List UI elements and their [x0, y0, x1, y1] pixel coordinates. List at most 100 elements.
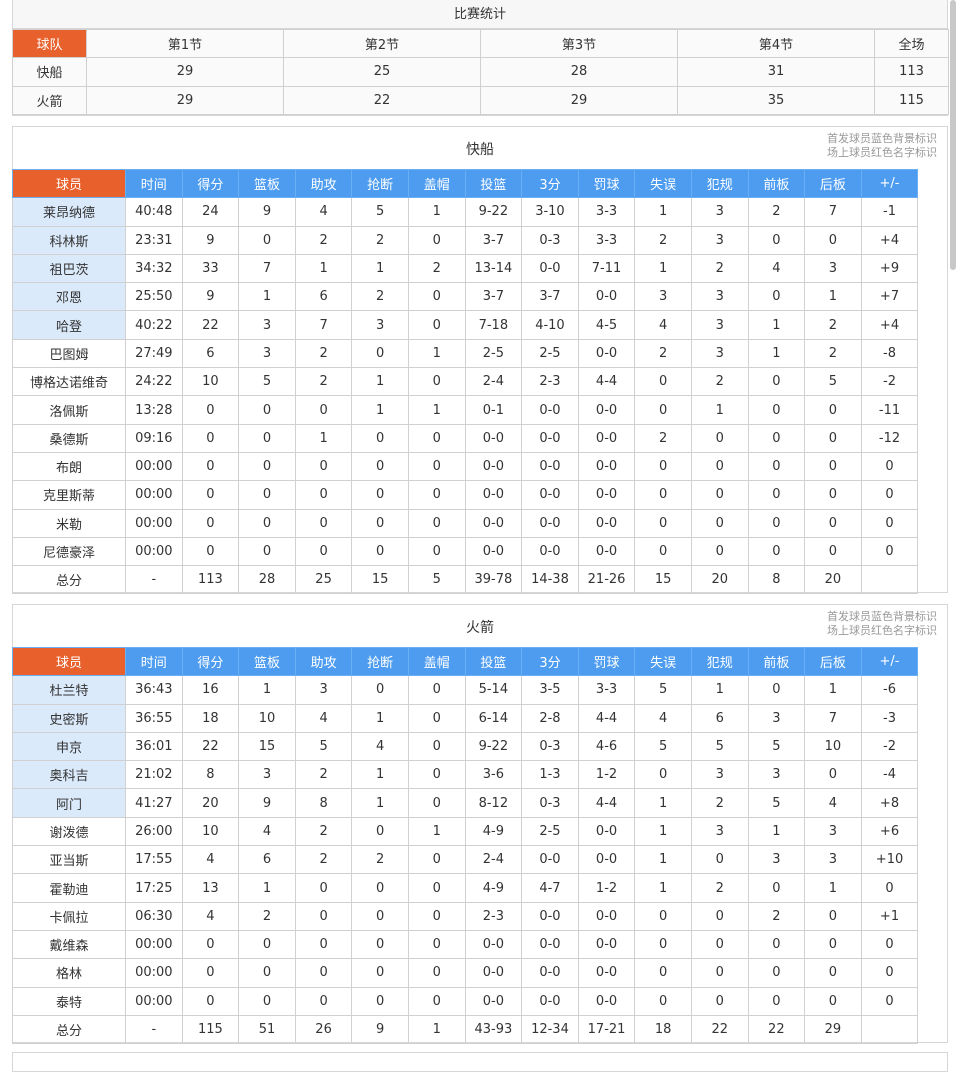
- stat-value: 1: [634, 197, 692, 227]
- column-header: 第4节: [677, 28, 875, 59]
- stat-value: 0: [747, 958, 806, 988]
- stat-value: 3: [238, 760, 296, 790]
- stat-value: 0: [351, 451, 409, 482]
- column-header: 抢断: [351, 168, 409, 199]
- stat-value: 0: [238, 536, 296, 567]
- player-row[interactable]: 格林 00:00 0 0 0 0 0 0-0 0-0 0-0 0 0 0 0 0: [12, 958, 919, 988]
- stat-value: 9: [238, 197, 296, 227]
- player-row[interactable]: 桑德斯 09:16 0 0 1 0 0 0-0 0-0 0-0 2 0 0 0 -12: [12, 423, 919, 453]
- scrollbar-thumb[interactable]: [950, 0, 956, 270]
- stat-value: 0: [634, 480, 692, 510]
- column-header: 3分: [521, 646, 579, 677]
- total-value: 9: [351, 1014, 409, 1045]
- total-value: 25: [294, 565, 353, 595]
- player-row[interactable]: 奥科吉 21:02 8 3 2 1 0 3-6 1-3 1-2 0 3 3 0 -4: [12, 760, 919, 790]
- stat-value: 13-14: [464, 253, 523, 284]
- total-value: [860, 1014, 919, 1045]
- stat-value: 0: [407, 845, 466, 875]
- stat-value: 0: [747, 282, 806, 312]
- player-row[interactable]: 泰特 00:00 0 0 0 0 0 0-0 0-0 0-0 0 0 0 0 0: [12, 986, 919, 1016]
- stat-value: 24: [181, 197, 240, 227]
- stat-value: -12: [860, 423, 919, 453]
- player-row[interactable]: 史密斯 36:55 18 10 4 1 0 6-14 2-8 4-4 4 6 3 7 -3: [12, 703, 919, 733]
- stat-value: 0-0: [464, 480, 523, 510]
- stat-value: 00:00: [125, 929, 183, 960]
- stat-value: 40:22: [125, 310, 183, 340]
- player-row[interactable]: 莱昂纳德 40:48 24 9 4 5 1 9-22 3-10 3-3 1 3 2 7 -1: [12, 197, 919, 227]
- stat-value: 0: [634, 508, 692, 538]
- stat-value: 1: [634, 816, 692, 847]
- stat-value: 0-0: [577, 901, 636, 931]
- stat-value: 4: [804, 788, 862, 818]
- player-row[interactable]: 邓恩 25:50 9 1 6 2 0 3-7 3-7 0-0 3 3 0 1 +7: [12, 282, 919, 312]
- stat-value: 0-0: [464, 986, 523, 1016]
- player-row[interactable]: 谢泼德 26:00 10 4 2 0 1 4-9 2-5 0-0 1 3 1 3 +6: [12, 816, 919, 847]
- player-row[interactable]: 洛佩斯 13:28 0 0 0 1 1 0-1 0-0 0-0 0 1 0 0 -11: [12, 395, 919, 425]
- player-name: 哈登: [12, 310, 126, 340]
- stat-value: 0-0: [521, 536, 579, 567]
- stat-value: +10: [860, 845, 919, 875]
- player-row[interactable]: 博格达诺维奇 24:22 10 5 2 1 0 2-4 2-3 4-4 0 2 0 5 -2: [12, 367, 919, 397]
- stat-value: 4-9: [464, 873, 523, 903]
- stat-value: 0: [351, 480, 409, 510]
- stat-value: 0: [747, 367, 806, 397]
- stat-value: 2: [690, 253, 749, 284]
- quarter-score: 29: [86, 85, 284, 115]
- column-header: 罚球: [577, 646, 636, 677]
- player-name: 霍勒迪: [12, 873, 126, 903]
- stat-value: 1: [634, 873, 692, 903]
- stat-value: 0: [690, 845, 749, 875]
- player-row[interactable]: 卡佩拉 06:30 4 2 0 0 0 2-3 0-0 0-0 0 0 2 0 +1: [12, 901, 919, 931]
- stat-value: 3-7: [464, 225, 523, 255]
- player-row[interactable]: 米勒 00:00 0 0 0 0 0 0-0 0-0 0-0 0 0 0 0 0: [12, 508, 919, 538]
- stat-value: 0: [747, 451, 806, 482]
- stat-value: 8-12: [464, 788, 523, 818]
- player-row[interactable]: 布朗 00:00 0 0 0 0 0 0-0 0-0 0-0 0 0 0 0 0: [12, 451, 919, 482]
- column-header: 第1节: [86, 28, 284, 59]
- player-row[interactable]: 霍勒迪 17:25 13 1 0 0 0 4-9 4-7 1-2 1 2 0 1 0: [12, 873, 919, 903]
- player-row[interactable]: 戴维森 00:00 0 0 0 0 0 0-0 0-0 0-0 0 0 0 0 0: [12, 929, 919, 960]
- stat-value: 0: [351, 986, 409, 1016]
- stat-value: 4: [181, 901, 240, 931]
- stat-value: 0: [238, 451, 296, 482]
- next-card: [12, 1052, 948, 1072]
- stat-value: 0: [407, 760, 466, 790]
- stat-value: 2: [690, 367, 749, 397]
- player-row[interactable]: 尼德豪泽 00:00 0 0 0 0 0 0-0 0-0 0-0 0 0 0 0 0: [12, 536, 919, 567]
- stat-value: 0-0: [577, 958, 636, 988]
- stat-value: 17:25: [125, 873, 183, 903]
- stat-value: 34:32: [125, 253, 183, 284]
- stat-value: 0: [294, 873, 353, 903]
- player-row[interactable]: 哈登 40:22 22 3 7 3 0 7-18 4-10 4-5 4 3 1 2 +4: [12, 310, 919, 340]
- player-row[interactable]: 亚当斯 17:55 4 6 2 2 0 2-4 0-0 0-0 1 0 3 3 +10: [12, 845, 919, 875]
- total-value: 20: [690, 565, 749, 595]
- player-row[interactable]: 杜兰特 36:43 16 1 3 0 0 5-14 3-5 3-3 5 1 0 1 -6: [12, 675, 919, 705]
- player-row[interactable]: 巴图姆 27:49 6 3 2 0 1 2-5 2-5 0-0 2 3 1 2 -8: [12, 338, 919, 369]
- stat-value: 0-0: [577, 536, 636, 567]
- stat-value: 0: [181, 958, 240, 988]
- stat-value: 0: [351, 536, 409, 567]
- player-row[interactable]: 阿门 41:27 20 9 8 1 0 8-12 0-3 4-4 1 2 5 4 +8: [12, 788, 919, 818]
- player-row[interactable]: 申京 36:01 22 15 5 4 0 9-22 0-3 4-6 5 5 5 10 -2: [12, 731, 919, 762]
- stat-value: 0: [407, 282, 466, 312]
- stat-value: 0-0: [464, 536, 523, 567]
- total-value: 1: [407, 1014, 466, 1045]
- player-row[interactable]: 科林斯 23:31 9 0 2 2 0 3-7 0-3 3-3 2 3 0 0 +4: [12, 225, 919, 255]
- stat-value: 16: [181, 675, 240, 705]
- column-header: 投篮: [464, 168, 523, 199]
- summary-team-row: 火箭 29 22 29 35 115: [12, 85, 949, 115]
- column-header: 失误: [634, 168, 692, 199]
- stat-value: 3: [690, 816, 749, 847]
- stat-value: 0: [407, 901, 466, 931]
- player-row[interactable]: 克里斯蒂 00:00 0 0 0 0 0 0-0 0-0 0-0 0 0 0 0 0: [12, 480, 919, 510]
- stat-value: 3-10: [521, 197, 579, 227]
- stat-value: 0: [860, 536, 919, 567]
- stat-value: 0-0: [521, 451, 579, 482]
- column-header: 球队: [12, 28, 87, 59]
- player-name: 克里斯蒂: [12, 480, 126, 510]
- stat-value: 0: [238, 986, 296, 1016]
- stat-value: 2: [804, 310, 862, 340]
- player-row[interactable]: 祖巴茨 34:32 33 7 1 1 2 13-14 0-0 7-11 1 2 4 3 +9: [12, 253, 919, 284]
- stat-value: 0: [747, 675, 806, 705]
- stat-value: 18: [181, 703, 240, 733]
